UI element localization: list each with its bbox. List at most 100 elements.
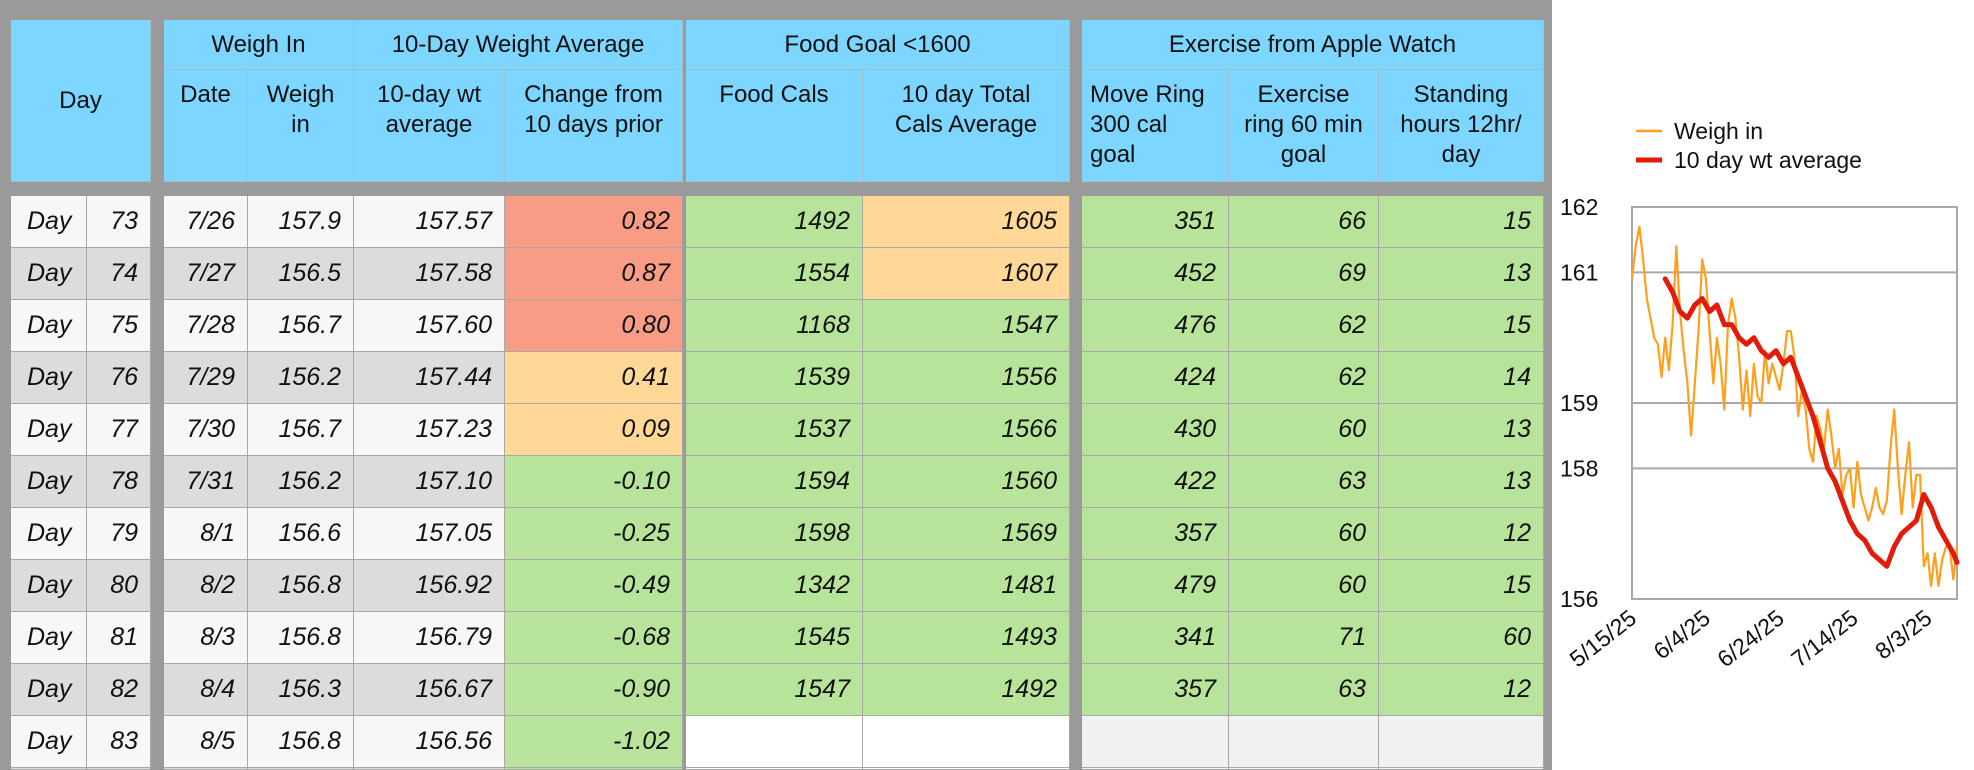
table-cell-food_avg: 1493: [863, 612, 1070, 664]
table-cell-exercise: 62: [1229, 300, 1379, 352]
x-tick-label: 5/15/25: [1565, 604, 1641, 672]
table-cell-avg: 156.67: [354, 664, 505, 716]
table-cell-food: 1168: [686, 300, 863, 352]
table-cell-food_avg-text: 1493: [1001, 623, 1057, 651]
table-cell-food_avg: 1569: [863, 508, 1070, 560]
table-cell-daylbl-text: Day: [27, 311, 72, 339]
table-cell-avg-text: 157.05: [415, 519, 492, 547]
table-cell-avg-text: 157.57: [415, 207, 492, 235]
table-cell-food: 1545: [686, 612, 863, 664]
legend-label: Weigh in: [1674, 118, 1763, 144]
table-cell-move: 430: [1082, 404, 1229, 456]
table-cell-standing-text: 13: [1503, 415, 1531, 443]
table-cell-date: 8/1: [164, 508, 248, 560]
column-header-move: Move Ring 300 cal goal: [1082, 70, 1229, 182]
table-cell-standing-text: 14: [1503, 363, 1531, 391]
table-cell-exercise: 60: [1229, 404, 1379, 456]
table-cell-date-text: 7/28: [186, 311, 235, 339]
table-cell-day-text: 74: [110, 259, 138, 287]
table-cell-daylbl: Day: [11, 456, 87, 508]
table-cell-avg: 157.10: [354, 456, 505, 508]
x-tick-label: 6/4/25: [1649, 604, 1715, 664]
table-cell-date: 8/2: [164, 560, 248, 612]
table-cell-change-text: 0.87: [621, 259, 670, 287]
table-cell-avg-text: 156.56: [415, 727, 492, 755]
table-cell-daylbl-text: Day: [27, 675, 72, 703]
column-header-change: Change from 10 days prior: [505, 70, 683, 182]
table-cell-food_avg: [863, 716, 1070, 768]
table-cell-food_avg: 1481: [863, 560, 1070, 612]
group-header-10-day-avg: 10-Day Weight Average: [354, 20, 683, 70]
table-cell-change-text: -0.90: [613, 675, 670, 703]
table-cell-exercise-text: 63: [1338, 467, 1366, 495]
table-cell-move: 452: [1082, 248, 1229, 300]
table-cell-standing: 12: [1379, 664, 1544, 716]
table-cell-daylbl: Day: [11, 300, 87, 352]
table-cell-change-text: 0.41: [621, 363, 670, 391]
table-cell-daylbl-text: Day: [27, 571, 72, 599]
table-cell-daylbl: Day: [11, 612, 87, 664]
column-header-date: Date: [164, 70, 248, 182]
table-cell-day-text: 83: [110, 727, 138, 755]
table-cell-food: 1342: [686, 560, 863, 612]
table-cell-exercise-text: 66: [1338, 207, 1366, 235]
table-cell-day: 80: [87, 560, 151, 612]
table-cell-change-text: 0.09: [621, 415, 670, 443]
table-cell-weigh: 156.8: [248, 716, 354, 768]
table-cell-weigh: 156.5: [248, 248, 354, 300]
table-cell-standing-text: 12: [1503, 675, 1531, 703]
table-cell-food_avg-text: 1547: [1001, 311, 1057, 339]
table-cell-change: 0.82: [505, 196, 683, 248]
table-cell-change-text: 0.80: [621, 311, 670, 339]
table-cell-standing: 13: [1379, 404, 1544, 456]
table-cell-food-text: 1539: [794, 363, 850, 391]
table-cell-date: 7/27: [164, 248, 248, 300]
table-cell-change: 0.09: [505, 404, 683, 456]
table-cell-date-text: 8/5: [200, 727, 235, 755]
y-tick-label: 156: [1560, 586, 1598, 612]
table-cell-move: 476: [1082, 300, 1229, 352]
table-cell-food_avg-text: 1481: [1001, 571, 1057, 599]
weight-chart-svg: 156 158 159 161 162 5/15/25 6/4/256/24/257/14/…: [1560, 118, 1960, 672]
table-cell-change-text: 0.82: [621, 207, 670, 235]
table-cell-move: 357: [1082, 508, 1229, 560]
table-cell-move: 341: [1082, 612, 1229, 664]
table-cell-standing-text: 15: [1503, 311, 1531, 339]
table-cell-daylbl-text: Day: [27, 207, 72, 235]
table-cell-standing: [1379, 716, 1544, 768]
table-cell-change: -0.68: [505, 612, 683, 664]
weigh-in-line: [1630, 225, 1959, 587]
table-cell-day: 83: [87, 716, 151, 768]
table-cell-date: 7/31: [164, 456, 248, 508]
table-cell-change-text: -0.25: [613, 519, 670, 547]
table-cell-standing: 13: [1379, 248, 1544, 300]
table-cell-date-text: 7/27: [186, 259, 235, 287]
table-cell-date: 7/26: [164, 196, 248, 248]
group-header-exercise: Exercise from Apple Watch: [1082, 20, 1544, 70]
table-cell-weigh-text: 156.7: [278, 415, 341, 443]
table-cell-food: 1547: [686, 664, 863, 716]
table-cell-exercise-text: 60: [1338, 571, 1366, 599]
table-cell-avg: 157.57: [354, 196, 505, 248]
table-cell-exercise-text: 60: [1338, 519, 1366, 547]
table-cell-daylbl: Day: [11, 508, 87, 560]
table-cell-change: 0.87: [505, 248, 683, 300]
table-cell-exercise-text: 60: [1338, 415, 1366, 443]
table-cell-day-text: 80: [110, 571, 138, 599]
table-cell-day: 82: [87, 664, 151, 716]
table-cell-exercise-text: 63: [1338, 675, 1366, 703]
y-tick-label: 161: [1560, 259, 1598, 285]
table-cell-daylbl: Day: [11, 196, 87, 248]
table-cell-date-text: 7/30: [186, 415, 235, 443]
table-cell-exercise: 71: [1229, 612, 1379, 664]
table-cell-food_avg: 1566: [863, 404, 1070, 456]
column-header-date-text: Date: [180, 81, 231, 108]
table-cell-date-text: 8/3: [200, 623, 235, 651]
table-cell-food-text: 1492: [794, 207, 850, 235]
group-header-food-goal: Food Goal <1600: [686, 20, 1070, 70]
table-cell-day: 78: [87, 456, 151, 508]
table-cell-avg: 157.05: [354, 508, 505, 560]
table-cell-exercise: 62: [1229, 352, 1379, 404]
table-cell-food_avg-text: 1566: [1001, 415, 1057, 443]
table-cell-exercise: 63: [1229, 456, 1379, 508]
